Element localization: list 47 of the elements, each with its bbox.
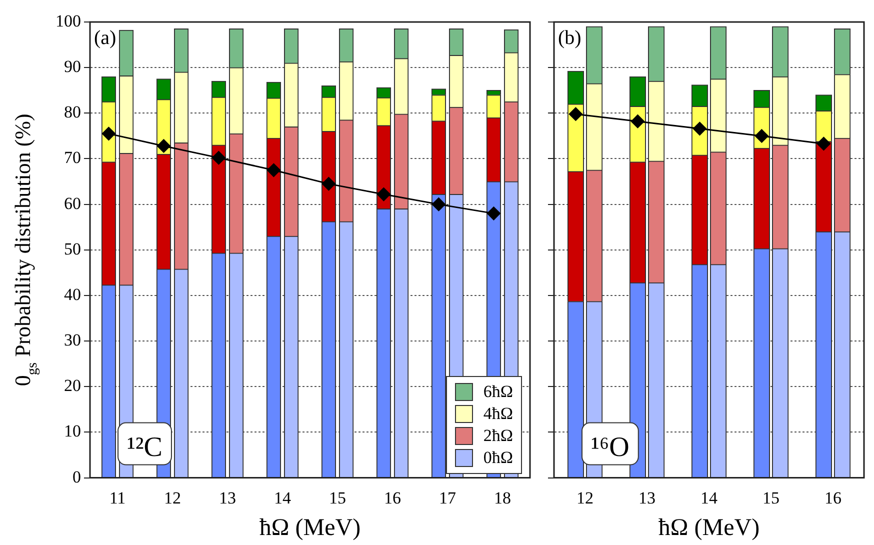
y-tick-label: 10 bbox=[64, 422, 81, 441]
x-tick-label: 16 bbox=[384, 488, 401, 508]
y-tick-label: 100 bbox=[56, 11, 81, 30]
x-tick-label: 14 bbox=[700, 488, 718, 508]
point bbox=[754, 129, 768, 143]
y-tick-label: 60 bbox=[64, 194, 81, 213]
y-tick-label: 20 bbox=[64, 376, 81, 396]
y-tick-label: 0 bbox=[72, 467, 81, 486]
annotation: (b) bbox=[558, 27, 582, 49]
point bbox=[266, 163, 280, 177]
x-tick-label: 13 bbox=[638, 488, 656, 508]
x-tick-label: 18 bbox=[494, 488, 511, 508]
legend-label: 2ħΩ bbox=[483, 424, 513, 447]
x-axis-title: ħΩ (MeV) bbox=[658, 514, 760, 541]
x-tick-label: 14 bbox=[274, 488, 292, 508]
legend-label: 6ħΩ bbox=[483, 380, 513, 403]
point bbox=[568, 107, 582, 121]
x-tick-label: 11 bbox=[109, 488, 126, 508]
x-tick-label: 17 bbox=[439, 488, 456, 508]
point bbox=[486, 206, 500, 220]
point bbox=[432, 198, 446, 212]
point bbox=[156, 139, 170, 153]
annotation: ¹²C bbox=[127, 432, 162, 463]
y-axis-title: 0gs Probability distribution (%) bbox=[10, 114, 41, 386]
point bbox=[816, 136, 830, 150]
point bbox=[376, 188, 390, 202]
x-tick-label: 15 bbox=[762, 488, 780, 508]
y-tick-label: 30 bbox=[64, 330, 81, 350]
annotation: ¹⁶O bbox=[591, 432, 630, 463]
x-tick-label: 13 bbox=[219, 488, 236, 508]
x-tick-label: 15 bbox=[329, 488, 346, 508]
x-axis-title: ħΩ (MeV) bbox=[259, 514, 361, 541]
y-tick-label: 40 bbox=[64, 284, 81, 304]
point bbox=[322, 177, 336, 191]
x-tick-label: 16 bbox=[824, 488, 842, 508]
x-tick-label: 12 bbox=[164, 488, 181, 508]
y-tick-label: 70 bbox=[64, 148, 81, 168]
x-tick-label: 12 bbox=[576, 488, 594, 508]
point bbox=[630, 114, 644, 128]
y-tick-label: 80 bbox=[64, 102, 81, 122]
annotation: (a) bbox=[94, 27, 116, 49]
legend-label: 0ħΩ bbox=[483, 446, 513, 469]
y-tick-label: 50 bbox=[64, 239, 81, 258]
y-tick-label: 90 bbox=[64, 57, 81, 76]
point bbox=[102, 126, 116, 140]
point bbox=[212, 151, 226, 165]
legend-label: 4ħΩ bbox=[483, 402, 513, 425]
